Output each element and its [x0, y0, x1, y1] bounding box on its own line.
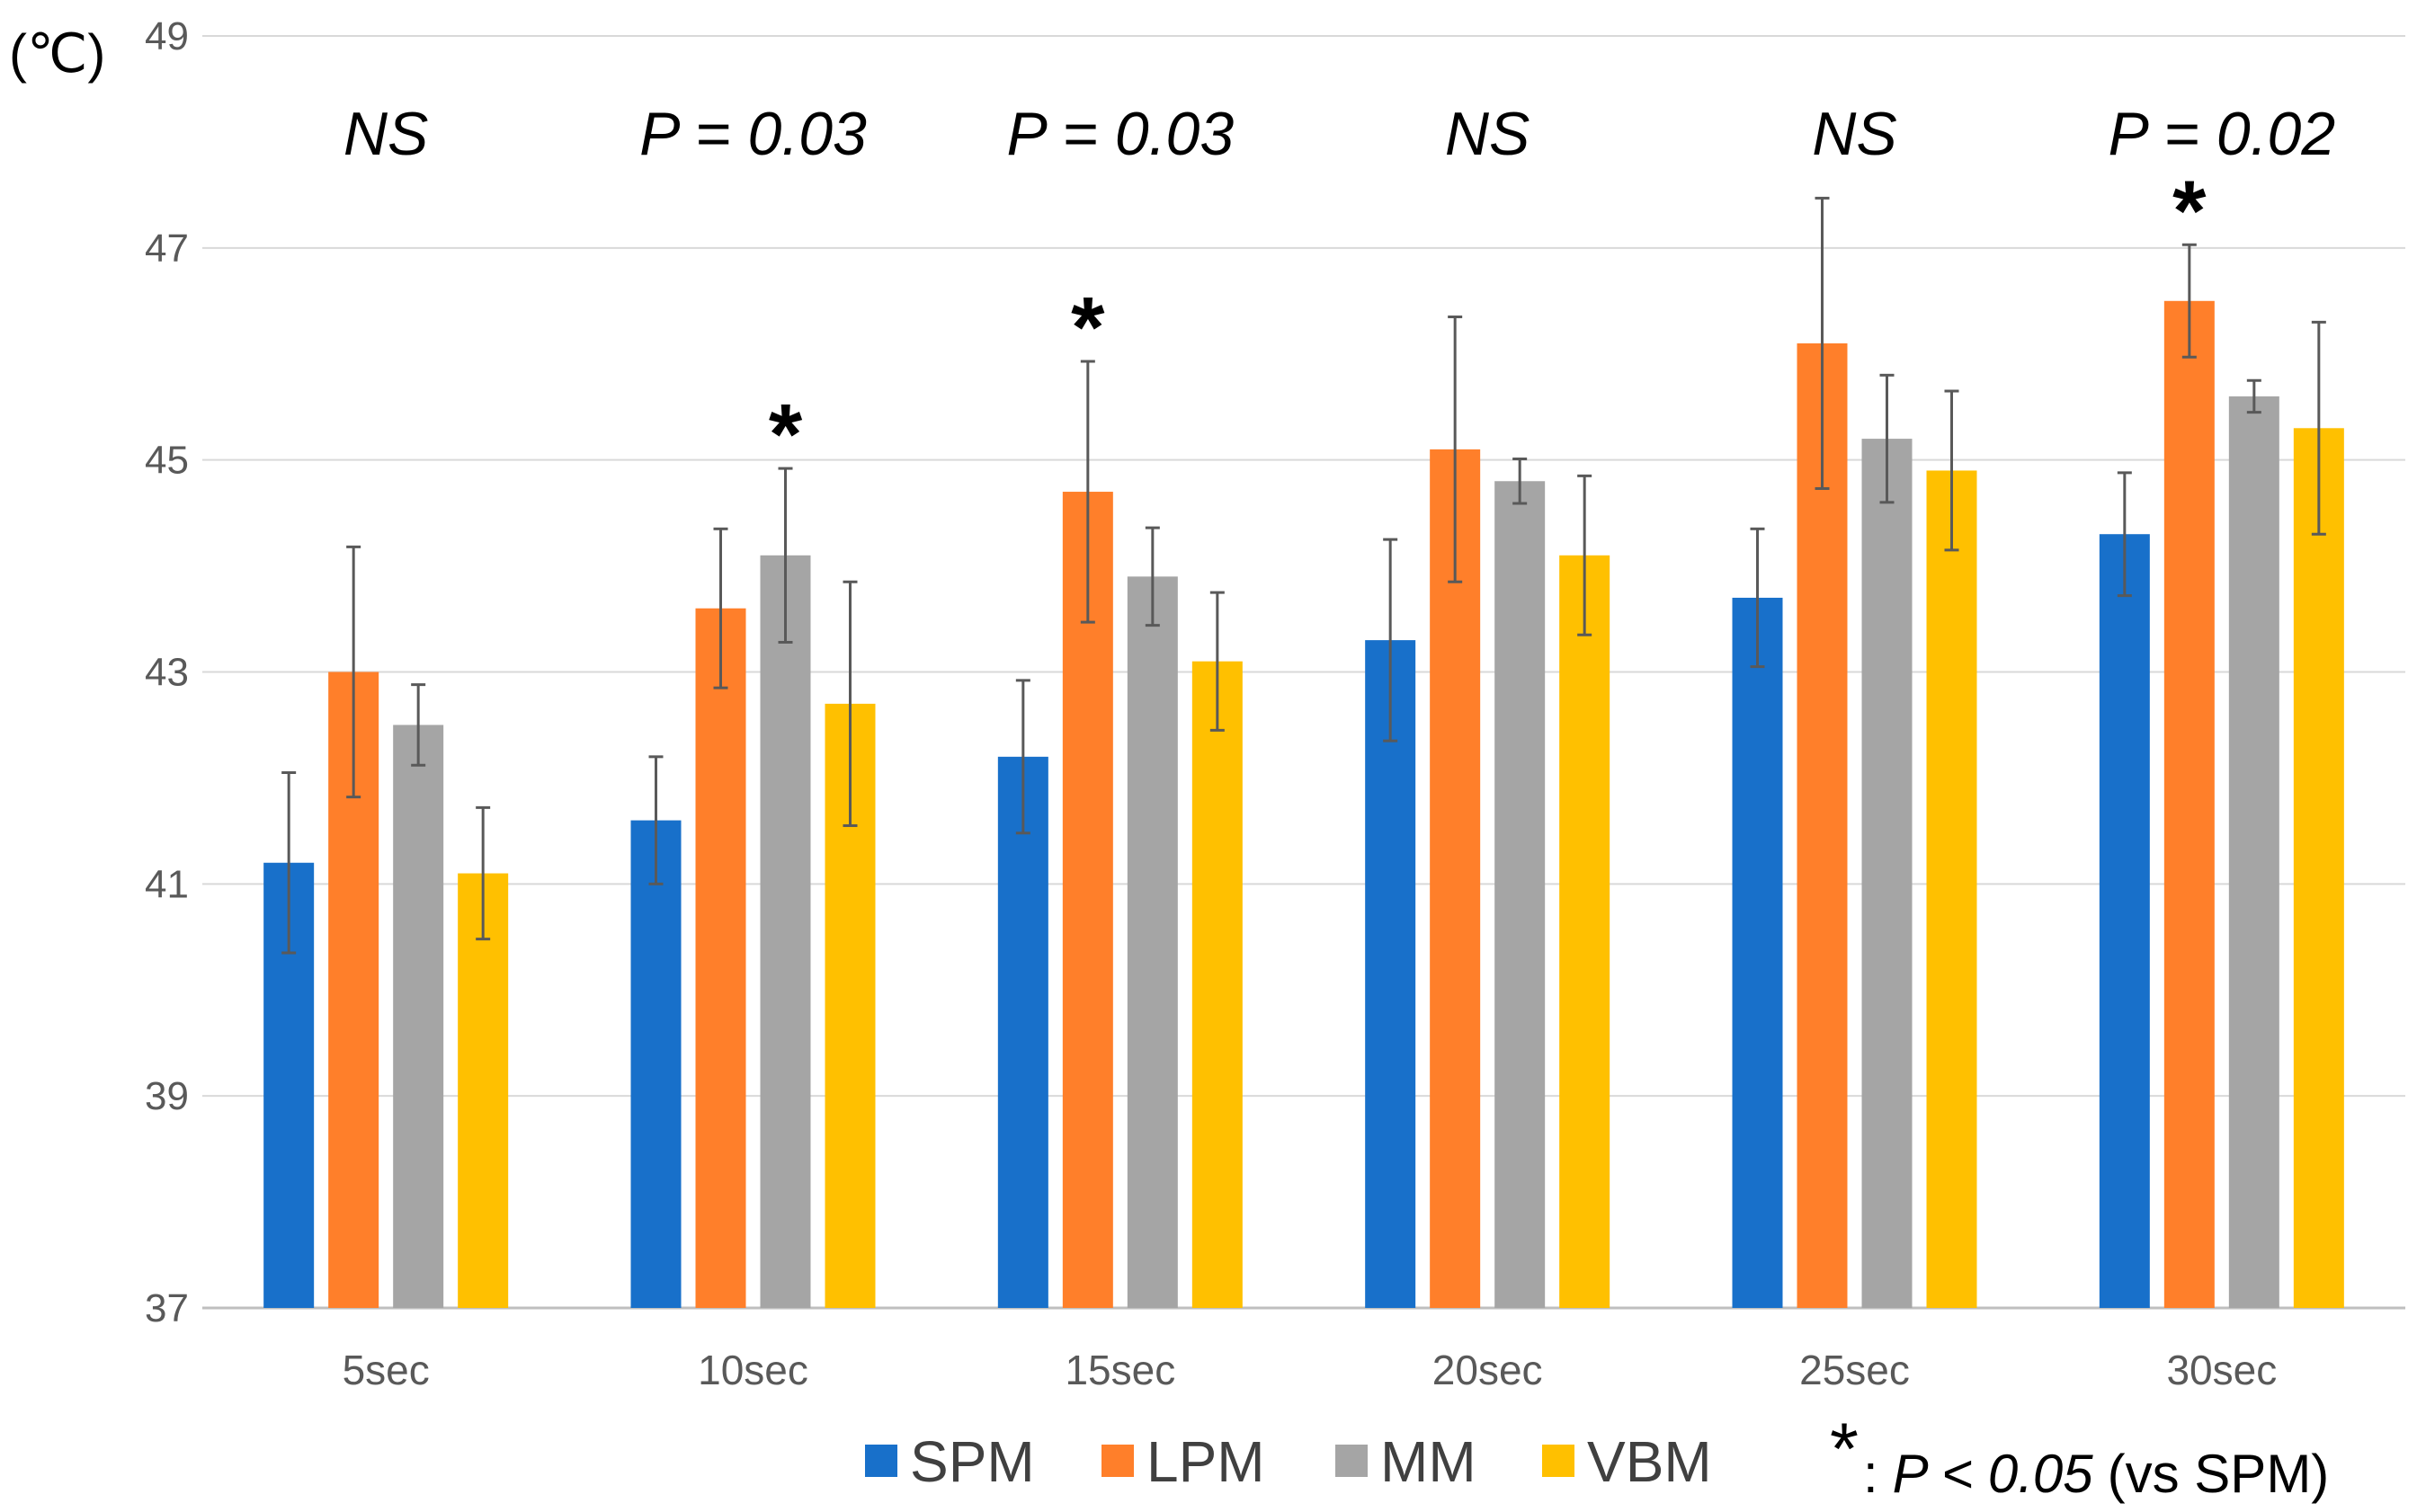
error-bar-mm-20sec — [1512, 457, 1528, 505]
bar-lpm-25sec — [1797, 342, 1848, 1308]
y-tick-label-41: 41 — [145, 862, 189, 906]
error-bar-vbm-15sec — [1209, 591, 1225, 732]
error-bar-vbm-30sec — [2311, 320, 2326, 536]
bar-vbm-25sec — [1926, 470, 1977, 1308]
note-star: * — [1830, 1409, 1859, 1490]
y-tick-label-37: 37 — [145, 1286, 189, 1330]
significance-star-10sec: * — [769, 387, 803, 483]
error-bar-lpm-15sec — [1080, 360, 1095, 624]
legend-label-lpm: LPM — [1146, 1429, 1265, 1494]
error-bar-vbm-10sec — [843, 580, 858, 827]
note-colon: : — [1863, 1444, 1878, 1504]
bar-vbm-20sec — [1559, 555, 1610, 1308]
note-vs-spm: (vs SPM) — [2108, 1444, 2330, 1504]
bar-mm-25sec — [1861, 439, 1913, 1308]
group-significance-25sec: NS — [1812, 100, 1896, 168]
error-bar-lpm-5sec — [346, 545, 361, 799]
group-significance-30sec: P = 0.02 — [2108, 100, 2335, 168]
legend-label-spm: SPM — [910, 1429, 1035, 1494]
legend-label-vbm: VBM — [1587, 1429, 1712, 1494]
group-significance-10sec: P = 0.03 — [639, 100, 867, 168]
y-tick-label-43: 43 — [145, 651, 189, 695]
error-bar-lpm-30sec — [2181, 243, 2197, 359]
significance-stars: * * * — [769, 163, 2207, 483]
y-tick-label-49: 49 — [145, 14, 189, 58]
error-bar-spm-15sec — [1015, 679, 1030, 835]
error-bar-vbm-5sec — [476, 805, 491, 941]
bar-spm-30sec — [2099, 534, 2150, 1308]
y-tick-label-47: 47 — [145, 227, 189, 271]
bar-lpm-30sec — [2163, 300, 2215, 1309]
error-bar-mm-25sec — [1879, 373, 1895, 504]
error-bar-lpm-25sec — [1815, 196, 1830, 491]
bar-vbm-15sec — [1191, 661, 1243, 1308]
bar-mm-5sec — [393, 725, 444, 1308]
note-p-value: P < 0.05 — [1893, 1444, 2094, 1504]
legend-item-mm: MM — [1335, 1429, 1476, 1494]
error-bar-lpm-10sec — [713, 527, 728, 689]
legend-swatch-mm — [1335, 1445, 1368, 1477]
error-bar-mm-15sec — [1145, 526, 1160, 627]
x-tick-label-5sec: 5sec — [343, 1347, 430, 1393]
error-bar-vbm-20sec — [1577, 474, 1592, 636]
bar-spm-25sec — [1732, 597, 1783, 1308]
bar-lpm-20sec — [1430, 449, 1481, 1308]
error-bar-spm-5sec — [281, 771, 297, 955]
x-axis: 5sec 10sec 15sec 20sec 25sec 30sec — [343, 1347, 2278, 1393]
significance-star-30sec: * — [2172, 163, 2207, 259]
group-significance-20sec: NS — [1445, 100, 1530, 168]
bar-mm-20sec — [1494, 481, 1546, 1308]
error-bar-mm-10sec — [778, 467, 793, 644]
bar-mm-10sec — [760, 555, 811, 1308]
bar-lpm-10sec — [695, 608, 746, 1308]
group-significance-15sec: P = 0.03 — [1006, 100, 1234, 168]
gridlines — [202, 35, 2405, 1310]
error-bar-spm-30sec — [2117, 471, 2132, 598]
bar-vbm-30sec — [2293, 428, 2344, 1309]
y-axis-unit-label: (℃) — [9, 23, 105, 84]
error-bar-spm-10sec — [648, 755, 664, 885]
bar-lpm-15sec — [1062, 492, 1113, 1308]
x-tick-label-15sec: 15sec — [1065, 1347, 1175, 1393]
significance-star-15sec: * — [1071, 280, 1105, 376]
legend: SPM LPM MM VBM — [865, 1429, 1712, 1494]
significance-note: * :P < 0.05 (vs SPM) — [1830, 1409, 2329, 1504]
legend-item-lpm: LPM — [1101, 1429, 1265, 1494]
bar-mm-15sec — [1127, 576, 1178, 1308]
legend-item-spm: SPM — [865, 1429, 1035, 1494]
bar-spm-15sec — [997, 756, 1048, 1308]
error-bar-mm-5sec — [411, 683, 426, 767]
x-tick-label-25sec: 25sec — [1799, 1347, 1910, 1393]
error-bar-vbm-25sec — [1944, 389, 1959, 552]
legend-item-vbm: VBM — [1542, 1429, 1712, 1494]
x-tick-label-20sec: 20sec — [1432, 1347, 1543, 1393]
error-bar-spm-20sec — [1383, 538, 1398, 743]
significance-labels: NS P = 0.03 P = 0.03 NS NS P = 0.02 — [343, 100, 2335, 168]
legend-swatch-vbm — [1542, 1445, 1574, 1477]
group-significance-5sec: NS — [343, 100, 428, 168]
bar-vbm-5sec — [458, 873, 509, 1308]
legend-label-mm: MM — [1380, 1429, 1476, 1494]
y-tick-label-39: 39 — [145, 1074, 189, 1118]
legend-swatch-lpm — [1101, 1445, 1134, 1477]
bar-spm-20sec — [1365, 640, 1416, 1308]
bar-mm-30sec — [2228, 396, 2279, 1309]
error-bar-lpm-20sec — [1448, 315, 1463, 583]
x-tick-label-30sec: 30sec — [2166, 1347, 2277, 1393]
y-axis: 37 39 41 43 45 47 49 — [145, 14, 189, 1330]
error-bar-spm-25sec — [1750, 527, 1765, 669]
x-tick-label-10sec: 10sec — [698, 1347, 808, 1393]
error-bar-mm-30sec — [2246, 378, 2261, 414]
svg-text::P < 0.05(vs SPM): :P < 0.05 (vs SPM) — [1863, 1444, 2329, 1504]
bar-spm-10sec — [630, 820, 682, 1308]
y-tick-label-45: 45 — [145, 439, 189, 483]
legend-swatch-spm — [865, 1445, 897, 1477]
bars — [263, 300, 2344, 1309]
error-bars — [281, 196, 2326, 955]
